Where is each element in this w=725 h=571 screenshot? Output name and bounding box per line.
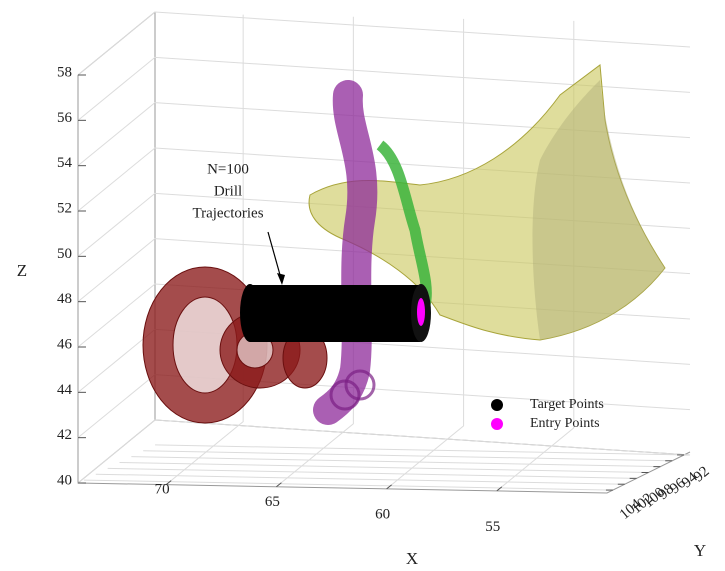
x-tick-label: 55 — [485, 519, 500, 535]
legend-label: Entry Points — [530, 416, 600, 431]
z-tick-label: 56 — [57, 110, 73, 126]
legend: Target Points Entry Points — [491, 397, 604, 431]
z-tick-label: 58 — [57, 64, 72, 80]
annotation: Trajectories — [192, 205, 263, 221]
grid-line — [155, 445, 684, 455]
x-tick-label: 70 — [155, 481, 170, 497]
grid-line — [78, 12, 690, 75]
z-tick-label: 46 — [57, 336, 73, 352]
legend-marker — [491, 418, 503, 430]
legend-label: Target Points — [530, 397, 604, 412]
drill-trajectories — [250, 285, 420, 342]
annotation: Drill — [214, 183, 242, 199]
x-tick-label: 60 — [375, 506, 390, 522]
z-tick-label: 52 — [57, 200, 72, 216]
nerve — [328, 95, 362, 410]
grid-line — [108, 468, 637, 478]
z-axis-label: Z — [17, 261, 27, 280]
z-tick-label: 54 — [57, 155, 73, 171]
legend-marker — [491, 399, 503, 411]
z-tick-label: 50 — [57, 246, 72, 262]
grid-line — [131, 457, 660, 467]
y-axis-label: Y — [694, 541, 706, 560]
x-axis-label: X — [406, 549, 418, 568]
z-tick-label: 40 — [57, 472, 72, 488]
chart: 4042444648505254565855606570929496981001… — [0, 0, 725, 571]
annotation: N=100 — [207, 161, 249, 177]
grid-line — [96, 474, 625, 484]
z-tick-label: 48 — [57, 291, 72, 307]
z-tick-label: 42 — [57, 427, 72, 443]
x-tick-label: 65 — [265, 494, 280, 510]
grid-line — [120, 463, 649, 473]
z-tick-label: 44 — [57, 382, 73, 398]
grid-line — [143, 451, 672, 461]
